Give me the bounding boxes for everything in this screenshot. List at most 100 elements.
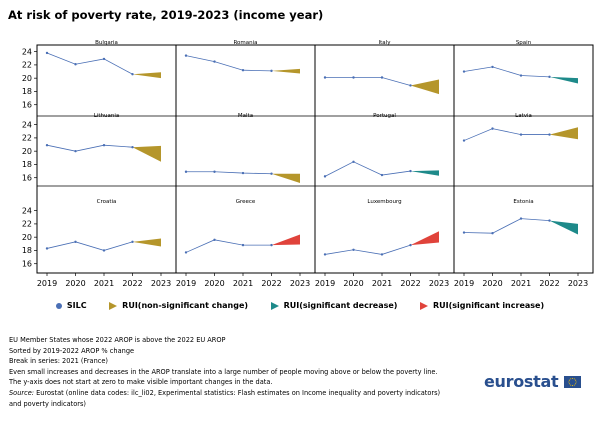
rui-wedge [271, 234, 300, 246]
legend-swatch-siginc [419, 301, 428, 310]
note-line: Even small increases and decreases in th… [9, 367, 438, 376]
silc-point [213, 60, 216, 63]
note-line: Sorted by 2019-2022 AROP % change [9, 346, 135, 355]
legend-item-sigdec: RUI(significant decrease) [270, 301, 398, 310]
silc-point [409, 169, 412, 173]
x-tick-label: 2022 [261, 279, 281, 288]
y-tick-label: 22 [22, 134, 32, 143]
silc-point [548, 133, 551, 136]
silc-point [491, 127, 494, 130]
y-tick-label: 24 [22, 206, 32, 215]
y-tick-label: 16 [22, 101, 32, 110]
silc-point [131, 145, 134, 149]
eu-flag-icon [564, 376, 581, 388]
silc-point [323, 175, 327, 178]
silc-point [45, 51, 49, 55]
eurostat-logo: eurostat [484, 372, 559, 391]
note-line: The y-axis does not start at zero to mak… [9, 378, 273, 387]
silc-point [131, 240, 134, 244]
silc-point [102, 144, 106, 147]
x-tick-label: 2020 [482, 279, 502, 288]
silc-point [241, 171, 245, 175]
flag-star [570, 384, 572, 386]
panel-title: Latvia [515, 113, 532, 119]
silc-point [241, 243, 245, 247]
silc-point [548, 75, 551, 79]
silc-point [74, 149, 77, 153]
rui-wedge [410, 79, 439, 95]
source-text: Eurostat (online data codes: ilc_li02, E… [34, 388, 441, 397]
silc-point [102, 57, 106, 61]
silc-point [491, 65, 494, 69]
rui-wedge [410, 170, 439, 176]
silc-point [462, 231, 466, 234]
silc-series-line [325, 77, 411, 86]
silc-point [380, 253, 384, 256]
x-tick-label: 2019 [37, 279, 57, 288]
flag-star [575, 381, 577, 383]
x-tick-label: 2022 [400, 279, 420, 288]
flag-star [570, 378, 572, 380]
flag-star [575, 383, 577, 385]
note-line: EU Member States whose 2022 AROP is abov… [9, 336, 226, 344]
silc-series-line [46, 241, 133, 251]
x-tick-label: 2019 [315, 279, 335, 288]
panel-title: Romania [233, 40, 257, 46]
flag-star [575, 379, 577, 381]
silc-point [519, 74, 523, 77]
source-label: Source: [9, 388, 35, 397]
silc-point [270, 172, 273, 175]
y-tick-label: 16 [22, 260, 32, 269]
silc-point [131, 72, 134, 76]
chart-legend: SILC RUI(non-significant change) RUI(sig… [0, 301, 600, 310]
silc-point [380, 173, 384, 177]
silc-series-line [324, 244, 411, 255]
x-tick-label: 2019 [176, 279, 196, 288]
panel-title: Bulgaria [95, 40, 118, 46]
silc-point [213, 238, 216, 242]
y-tick-label: 18 [22, 246, 32, 255]
silc-series-line [463, 128, 550, 141]
x-tick-label: 2023 [290, 279, 310, 288]
x-tick-label: 2021 [372, 279, 392, 288]
flag-star [573, 384, 575, 386]
silc-point [462, 139, 466, 142]
panel-title: Spain [516, 40, 532, 46]
rui-wedge [410, 231, 439, 246]
y-tick-label: 20 [22, 74, 32, 83]
silc-point [213, 170, 216, 173]
silc-series-line [186, 171, 272, 175]
rui-wedge [132, 72, 161, 79]
panel-title: Greece [236, 199, 256, 205]
panel-title: Italy [379, 40, 392, 46]
rui-wedge [549, 127, 578, 140]
x-tick-label: 2021 [511, 279, 531, 288]
silc-series-line [185, 55, 272, 72]
silc-point [491, 231, 494, 235]
flag-star [571, 377, 574, 379]
silc-point [184, 251, 188, 254]
silc-point [352, 160, 355, 163]
panel-title: Lithuania [94, 113, 119, 119]
source-line: Source: Eurostat (online data codes: ilc… [9, 388, 469, 399]
x-tick-label: 2023 [568, 279, 588, 288]
source-line-2: and poverty indicators) [9, 399, 87, 408]
legend-label-sigdec: RUI(significant decrease) [283, 301, 398, 310]
silc-series-line [463, 218, 550, 234]
x-tick-label: 2020 [343, 279, 363, 288]
silc-point [380, 76, 384, 79]
panel-title: Malta [238, 113, 253, 119]
silc-point [241, 69, 245, 72]
silc-point [74, 240, 77, 244]
silc-point [74, 63, 77, 66]
note-line: Break in series: 2021 (France) [9, 357, 108, 366]
chart-title: At risk of poverty rate, 2019-2023 (inco… [8, 8, 324, 22]
legend-swatch-sigdec [270, 301, 279, 310]
silc-point [352, 76, 355, 79]
x-tick-label: 2022 [122, 279, 142, 288]
flag-star [571, 385, 574, 387]
silc-point [519, 217, 523, 220]
silc-point [323, 253, 327, 256]
x-tick-label: 2021 [233, 279, 253, 288]
